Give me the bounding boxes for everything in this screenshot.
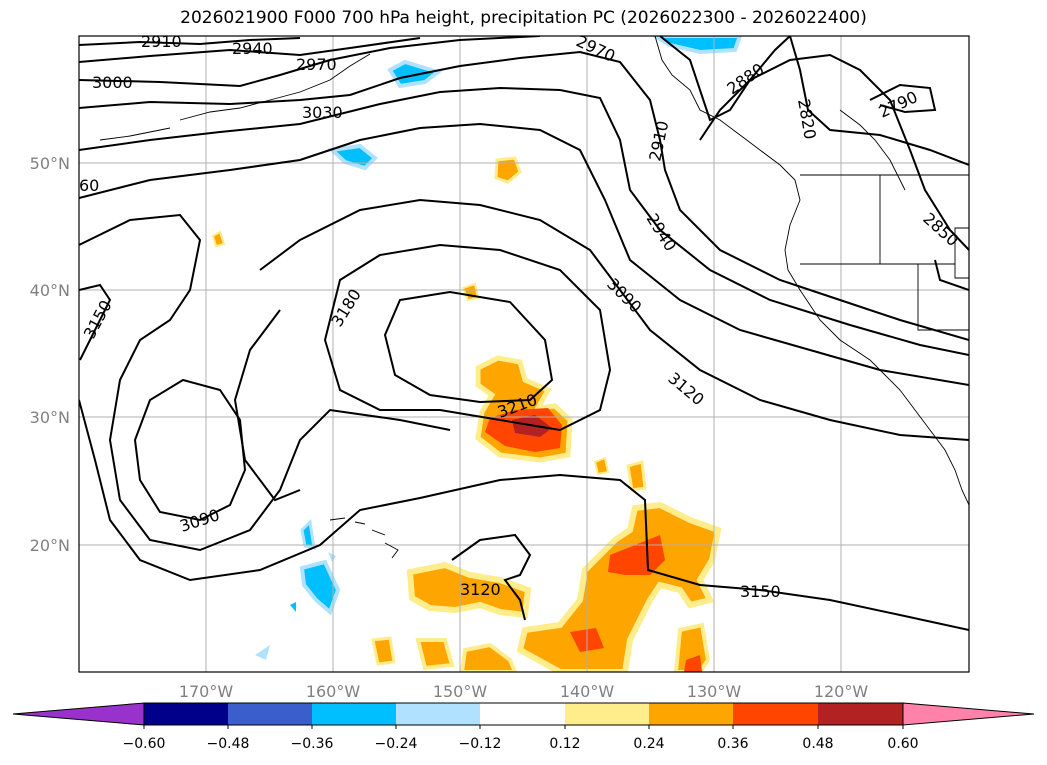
colorbar-bin — [649, 703, 734, 725]
colorbar-bin — [733, 703, 818, 725]
lon-label: 170°W — [179, 682, 234, 701]
colorbar-bin — [312, 703, 397, 725]
contour-label: 2910 — [141, 32, 182, 51]
colorbar-outline — [143, 702, 904, 726]
coastlines — [99, 36, 969, 559]
colorbar-tick-label: −0.12 — [459, 736, 502, 752]
contour-labels: 2910 2940 2970 3000 3030 60 3150 3180 32… — [79, 31, 962, 601]
graticule — [79, 36, 969, 672]
colorbar-tick-label: −0.24 — [375, 736, 418, 752]
contour-label: 3150 — [740, 582, 781, 601]
lat-label: 40°N — [30, 281, 70, 300]
lon-label: 160°W — [306, 682, 361, 701]
colorbar-tick-label: −0.48 — [207, 736, 250, 752]
colorbar-tick-label: −0.60 — [123, 736, 166, 752]
colorbar-under-arrow — [12, 702, 145, 726]
colorbar-bin — [144, 703, 229, 725]
colorbar: −0.60 −0.48 −0.36 −0.24 −0.12 0.12 0.24 … — [12, 702, 1035, 752]
map-title: 2026021900 F000 700 hPa height, precipit… — [180, 8, 867, 28]
lat-label: 50°N — [30, 154, 70, 173]
contour-label: 3030 — [302, 103, 343, 122]
lon-label: 130°W — [687, 682, 742, 701]
longitude-labels: 170°W 160°W 150°W 140°W 130°W 120°W — [179, 682, 869, 701]
colorbar-tick-label: 0.36 — [717, 736, 748, 752]
colorbar-bin — [396, 703, 481, 725]
lon-label: 150°W — [433, 682, 488, 701]
lon-label: 140°W — [560, 682, 615, 701]
colorbar-tick-label: 0.60 — [887, 736, 918, 752]
contour-label: 3000 — [92, 73, 133, 92]
colorbar-tick-label: 0.12 — [549, 736, 580, 752]
contour-label: 60 — [79, 176, 99, 195]
contour-label: 2970 — [296, 55, 337, 74]
lon-label: 120°W — [814, 682, 869, 701]
colorbar-bin — [480, 703, 565, 725]
colorbar-ticks — [143, 725, 904, 729]
colorbar-over-arrow — [902, 702, 1035, 726]
colorbar-bin — [818, 703, 903, 725]
contour-label: 2940 — [232, 39, 273, 58]
map-frame — [78, 35, 970, 673]
height-contours — [79, 36, 969, 631]
contour-label: 3120 — [460, 580, 501, 599]
colorbar-tick-label: −0.36 — [291, 736, 334, 752]
latitude-labels: 50°N 40°N 30°N 20°N — [30, 154, 70, 555]
colorbar-tick-label: 0.24 — [633, 736, 664, 752]
colorbar-bin — [565, 703, 650, 725]
colorbar-tick-label: 0.48 — [802, 736, 833, 752]
lat-label: 30°N — [30, 408, 70, 427]
colorbar-bin — [228, 703, 313, 725]
lat-label: 20°N — [30, 536, 70, 555]
